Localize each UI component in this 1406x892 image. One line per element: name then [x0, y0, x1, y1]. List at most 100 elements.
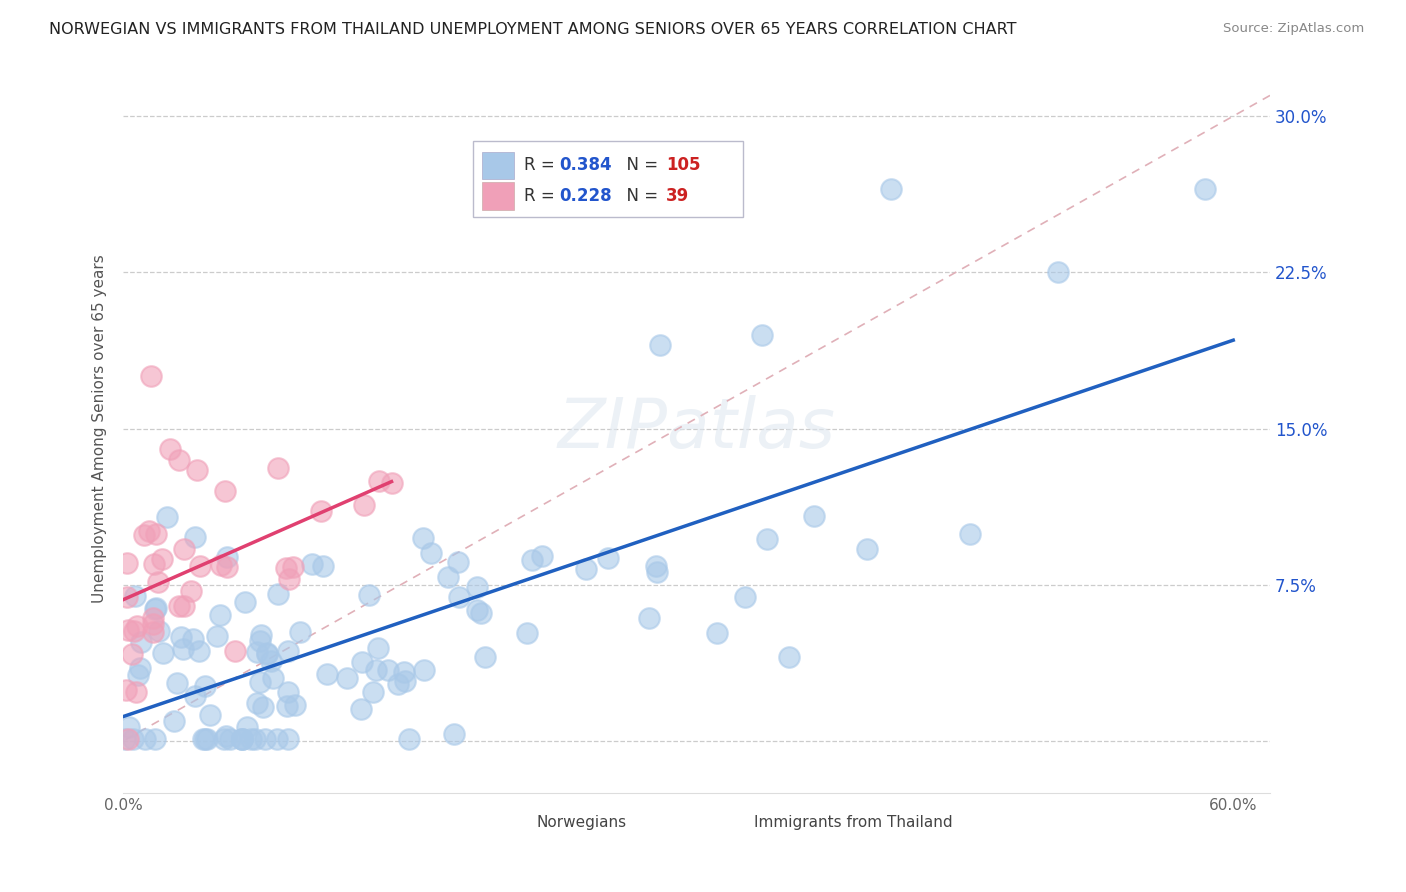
Point — [139, 369, 162, 384]
Point — [145, 527, 167, 541]
FancyBboxPatch shape — [502, 811, 527, 833]
Point — [134, 731, 156, 746]
Point — [357, 589, 380, 603]
Point — [756, 533, 779, 547]
Point — [1194, 182, 1216, 196]
Point — [262, 672, 284, 686]
Point — [187, 644, 209, 658]
Point — [249, 675, 271, 690]
Point — [301, 558, 323, 572]
Point — [361, 684, 384, 698]
Text: 0.384: 0.384 — [560, 156, 612, 174]
Point — [173, 599, 195, 614]
Point — [215, 559, 238, 574]
Point — [231, 731, 253, 746]
Point — [575, 562, 598, 576]
Text: 0.228: 0.228 — [560, 187, 612, 205]
Point — [803, 508, 825, 523]
Point — [266, 587, 288, 601]
Point — [170, 630, 193, 644]
Point — [276, 699, 298, 714]
Text: Norwegians: Norwegians — [536, 814, 626, 830]
Point — [256, 647, 278, 661]
Point — [412, 531, 434, 545]
Point — [117, 624, 139, 638]
Point — [413, 663, 436, 677]
Point — [596, 550, 619, 565]
Text: 39: 39 — [666, 187, 689, 205]
Point — [122, 624, 145, 638]
Point — [172, 642, 194, 657]
Point — [186, 463, 208, 477]
Point — [214, 483, 236, 498]
Text: NORWEGIAN VS IMMIGRANTS FROM THAILAND UNEMPLOYMENT AMONG SENIORS OVER 65 YEARS C: NORWEGIAN VS IMMIGRANTS FROM THAILAND UN… — [49, 22, 1017, 37]
Point — [364, 663, 387, 677]
Point — [142, 558, 165, 572]
Point — [283, 560, 305, 574]
Point — [132, 528, 155, 542]
Point — [188, 558, 211, 573]
Point — [173, 542, 195, 557]
Point — [114, 731, 136, 746]
Point — [260, 655, 283, 669]
Point — [214, 731, 236, 746]
Point — [125, 618, 148, 632]
Point — [880, 182, 903, 196]
Point — [195, 731, 218, 746]
Point — [218, 731, 240, 746]
Point — [284, 698, 307, 712]
Point — [184, 530, 207, 544]
Point — [159, 442, 181, 457]
Point — [380, 476, 402, 491]
Point — [163, 714, 186, 728]
Point — [146, 575, 169, 590]
Text: N =: N = — [616, 156, 664, 174]
Point — [437, 570, 460, 584]
Point — [148, 624, 170, 638]
Point — [377, 663, 399, 677]
Point — [194, 731, 217, 746]
Text: 105: 105 — [666, 156, 700, 174]
Point — [277, 644, 299, 658]
Point — [180, 584, 202, 599]
Point — [121, 647, 143, 661]
Point — [394, 673, 416, 688]
Point — [117, 557, 139, 571]
Point — [274, 560, 297, 574]
Point — [474, 649, 496, 664]
Point — [142, 624, 165, 639]
Point — [224, 644, 246, 658]
Point — [150, 551, 173, 566]
Point — [167, 599, 190, 614]
FancyBboxPatch shape — [482, 182, 515, 210]
Point — [638, 610, 661, 624]
Point — [152, 646, 174, 660]
Point — [522, 553, 544, 567]
Point — [246, 645, 269, 659]
Point — [446, 555, 468, 569]
Point — [245, 731, 267, 746]
Text: Source: ZipAtlas.com: Source: ZipAtlas.com — [1223, 22, 1364, 36]
Point — [240, 731, 263, 746]
Text: ZIPatlas: ZIPatlas — [558, 395, 835, 462]
Point — [387, 676, 409, 690]
Point — [138, 524, 160, 538]
Point — [156, 510, 179, 524]
Point — [350, 702, 373, 716]
Text: R =: R = — [523, 187, 560, 205]
Point — [368, 475, 391, 489]
Point — [200, 708, 222, 723]
Point — [465, 580, 488, 594]
Point — [531, 549, 554, 563]
Point — [392, 665, 415, 680]
Point — [256, 646, 278, 660]
Point — [215, 549, 238, 564]
Point — [465, 603, 488, 617]
Point — [233, 594, 256, 608]
Point — [1046, 265, 1069, 279]
Point — [443, 726, 465, 740]
Point — [129, 661, 152, 675]
Point — [267, 460, 290, 475]
Point — [309, 504, 332, 518]
Point — [420, 546, 443, 560]
